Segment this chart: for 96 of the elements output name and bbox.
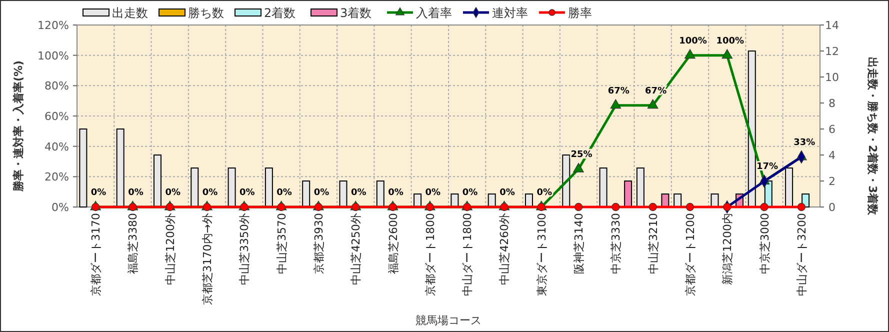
point: [686, 202, 694, 212]
bar: [748, 50, 756, 208]
x-tick-label: 中京芝3000: [758, 213, 772, 274]
point: [648, 202, 657, 212]
point: [723, 202, 732, 212]
legend-label: 2着数: [264, 6, 296, 20]
bar: [190, 168, 199, 208]
legend-label: 入着率: [416, 6, 452, 20]
x-tick-label: 中山ダート1800: [461, 213, 474, 296]
y2-tick-label: 0: [828, 201, 836, 214]
y2-tick-label: 4: [828, 149, 836, 162]
x-tick-label: 中山芝1200外: [164, 213, 177, 285]
data-label: 0%: [314, 188, 330, 198]
y2-tick-label: 14: [825, 19, 839, 32]
bar: [450, 194, 459, 208]
y-tick-label: 0%: [52, 201, 69, 214]
data-label: 0%: [240, 188, 255, 198]
legend-label: 勝率: [568, 6, 592, 20]
x-tick-label: 阪神芝3140: [572, 213, 586, 274]
data-label: 0%: [500, 188, 515, 198]
data-label: 100%: [679, 36, 707, 46]
legend-label: 連対率: [492, 6, 528, 20]
bar: [116, 128, 124, 208]
data-label: 0%: [276, 188, 292, 198]
bar: [524, 194, 533, 208]
y2-tick-label: 8: [828, 97, 836, 110]
x-tick-label: 中山芝3350外: [238, 213, 252, 285]
point: [647, 99, 658, 109]
x-tick-label: 新潟芝1200内: [721, 213, 734, 285]
y-tick-label: 60%: [44, 110, 69, 123]
data-label: 67%: [608, 86, 630, 96]
x-tick-label: 中山ダート3200: [795, 213, 808, 296]
bar: [661, 194, 670, 208]
bar: [302, 180, 310, 208]
x-tick-label: 京都ダート1200: [684, 213, 697, 296]
x-tick-label: 京都芝3930: [312, 213, 326, 274]
x-tick-label: 福島芝3380: [126, 213, 140, 274]
point: [573, 162, 584, 172]
bar: [710, 194, 719, 208]
data-label: 0%: [165, 188, 181, 198]
x-tick-label: 福島芝2600: [386, 213, 400, 274]
data-label: 0%: [128, 188, 144, 198]
y2-tick-label: 10: [825, 71, 839, 84]
point: [610, 99, 622, 109]
data-label: 0%: [425, 188, 441, 198]
point: [684, 49, 696, 59]
bar: [785, 168, 794, 208]
bar: [414, 194, 422, 208]
y2-tick-label: 2: [828, 175, 836, 188]
bar: [488, 194, 496, 208]
data-label: 0%: [202, 188, 218, 198]
x-tick-label: 東京ダート3100: [535, 213, 548, 296]
bar: [228, 168, 236, 208]
x-tick-label: 京都ダート3170: [90, 213, 103, 296]
bar: [674, 194, 682, 208]
data-label: 100%: [716, 36, 744, 46]
data-label: 0%: [536, 188, 552, 198]
legend-label: 勝ち数: [188, 6, 224, 20]
x-tick-label: 中山芝4250外: [350, 213, 363, 285]
y-axis-title: 勝率・連対率・入着率(%): [12, 60, 25, 193]
point: [612, 202, 620, 212]
x-tick-label: 中山芝3570: [275, 213, 288, 274]
x-axis-title: 競馬場コース: [416, 314, 482, 327]
y2-tick-label: 12: [825, 45, 839, 58]
x-tick-label: 京都芝3170内→外: [201, 213, 214, 306]
y-tick-label: 20%: [44, 170, 69, 184]
bar: [636, 168, 644, 208]
x-tick-label: 中山芝4260外: [498, 213, 512, 285]
point: [760, 202, 768, 212]
bar: [153, 154, 162, 208]
point: [797, 202, 806, 212]
point: [722, 49, 733, 59]
data-label: 0%: [90, 188, 106, 198]
y2-axis-title: 出走数・勝ち数・2着数・3着数: [866, 56, 879, 216]
bar: [339, 180, 348, 208]
y-tick-label: 120%: [38, 19, 69, 32]
x-tick-label: 京都ダート1800: [424, 213, 437, 296]
legend-label: 3着数: [340, 6, 372, 20]
bar: [562, 154, 570, 208]
data-label: 33%: [794, 138, 816, 148]
y-tick-label: 40%: [44, 140, 69, 154]
y-tick-label: 80%: [44, 80, 69, 93]
bar: [599, 168, 608, 208]
y2-tick-label: 6: [828, 123, 836, 136]
x-tick-label: 中京芝3330: [610, 213, 623, 274]
point: [574, 202, 583, 212]
bar: [624, 180, 632, 208]
y-tick-label: 100%: [38, 49, 69, 62]
data-label: 0%: [350, 188, 366, 198]
bar: [79, 128, 88, 208]
bar: [376, 180, 384, 208]
x-tick-label: 中山芝3210: [646, 213, 660, 274]
bar: [264, 168, 273, 208]
data-label: 0%: [388, 188, 404, 198]
data-label: 0%: [462, 188, 478, 198]
legend-label: 出走数: [112, 6, 148, 20]
